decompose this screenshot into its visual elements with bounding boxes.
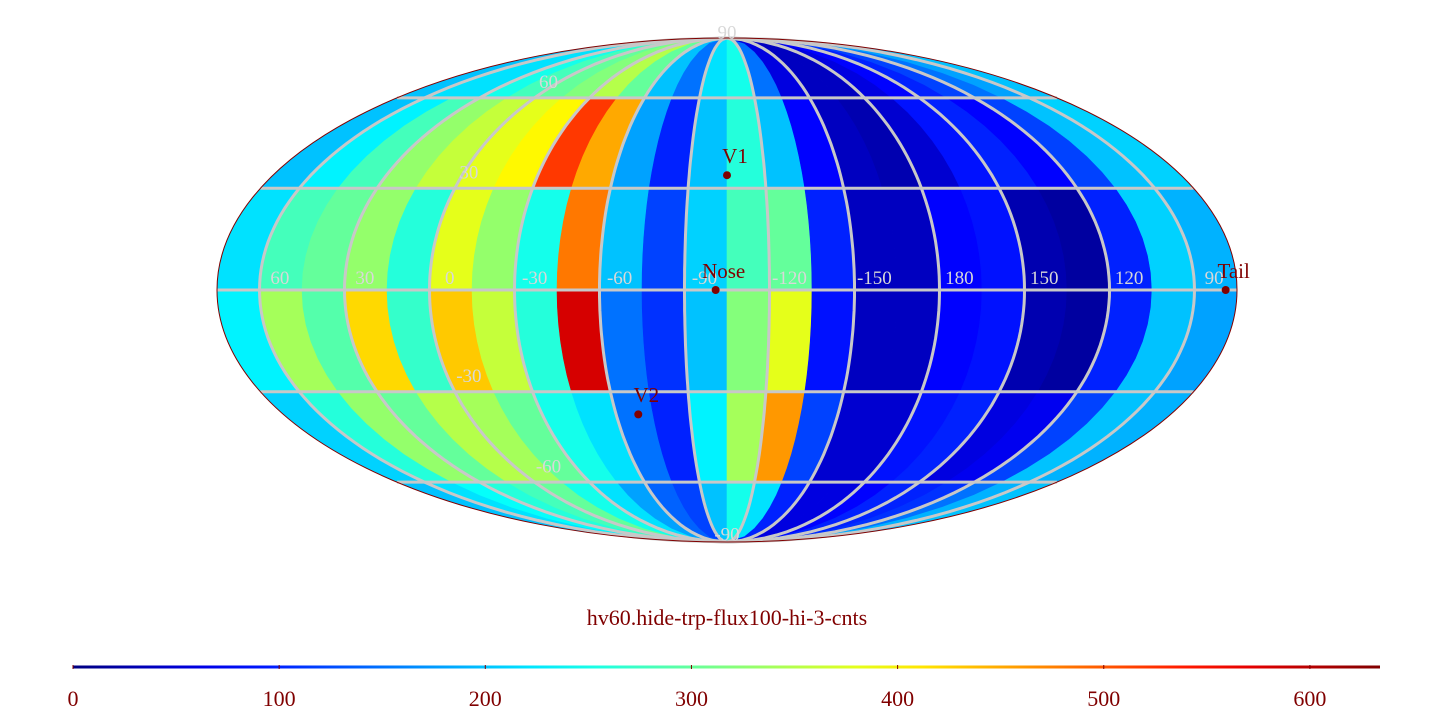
longitude-label: -90 xyxy=(692,268,717,289)
point-label: V1 xyxy=(722,144,748,168)
point-label: Nose xyxy=(702,259,745,283)
longitude-label: -120 xyxy=(772,268,807,289)
colorbar-tick-label: 300 xyxy=(675,686,708,711)
point-marker xyxy=(711,286,720,294)
graticule-labels: 60 30 0 -30 -60 -90 -120 -150 180 150 120 90 60 30 -30… xyxy=(270,22,1223,545)
heat-cell xyxy=(726,289,770,393)
heat-cell xyxy=(641,187,689,291)
point-label: Tail xyxy=(1217,259,1250,283)
heat-cell xyxy=(684,289,728,393)
longitude-label: -150 xyxy=(857,268,892,289)
heat-cell xyxy=(641,289,689,393)
latitude-label: -60 xyxy=(536,456,561,477)
colorbar-ramp xyxy=(73,665,1380,669)
latitude-label: 60 xyxy=(539,72,558,93)
point-label: V2 xyxy=(633,383,659,407)
longitude-label: 150 xyxy=(1030,268,1059,289)
longitude-label: -60 xyxy=(607,268,632,289)
map-title: hv60.hide-trp-flux100-hi-3-cnts xyxy=(587,605,867,630)
pole-label: 90 xyxy=(718,22,737,43)
longitude-label: 180 xyxy=(945,268,974,289)
colorbar-tick-label: 500 xyxy=(1087,686,1120,711)
colorbar-tick-label: 200 xyxy=(469,686,502,711)
graticule xyxy=(217,36,1237,544)
map-outline xyxy=(216,37,1238,543)
colorbar: 0 100 200 300 400 500 600 xyxy=(68,665,1380,711)
point-marker xyxy=(723,171,731,180)
longitude-label: -30 xyxy=(522,268,547,289)
pole-label: -90 xyxy=(714,524,739,545)
longitude-label: 60 xyxy=(270,268,289,289)
heat-cell xyxy=(765,289,813,393)
point-marker xyxy=(634,410,643,419)
longitude-label: 0 xyxy=(445,268,455,289)
latitude-label: 30 xyxy=(459,163,478,184)
longitude-label: 30 xyxy=(355,268,374,289)
points: V1 Nose V2 Tail xyxy=(633,144,1250,419)
latitude-label: -30 xyxy=(456,366,481,387)
colorbar-tick-label: 100 xyxy=(263,686,296,711)
colorbar-tick-label: 600 xyxy=(1293,686,1326,711)
colorbar-tick-label: 400 xyxy=(881,686,914,711)
longitude-label: 120 xyxy=(1115,268,1144,289)
point-marker xyxy=(1221,286,1230,294)
colorbar-tick-label: 0 xyxy=(68,686,79,711)
heatmap xyxy=(217,38,1237,542)
longitude-label: 90 xyxy=(1205,268,1224,289)
